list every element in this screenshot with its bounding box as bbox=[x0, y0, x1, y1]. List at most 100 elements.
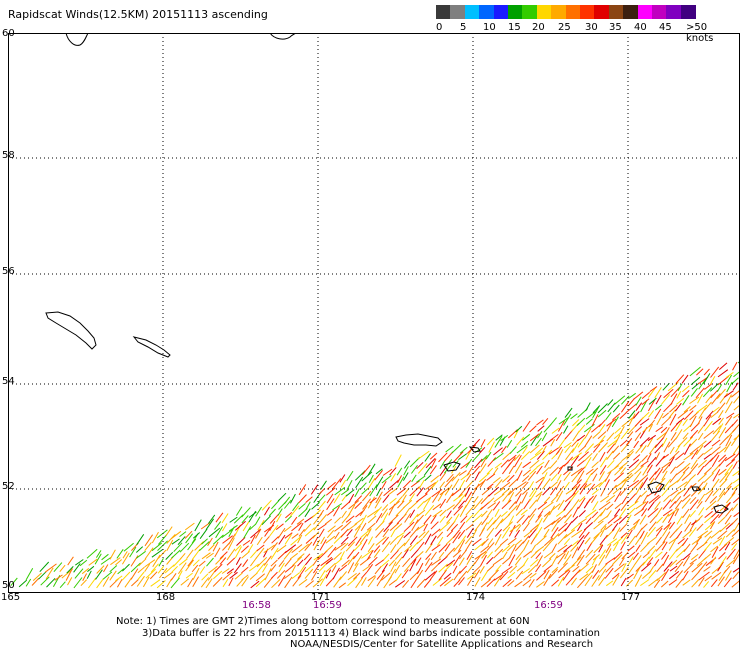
wind-barb bbox=[418, 479, 425, 490]
wind-barb bbox=[278, 559, 285, 568]
wind-barb bbox=[604, 523, 613, 530]
wind-barb bbox=[453, 493, 463, 502]
wind-barb bbox=[523, 572, 533, 581]
wind-barb bbox=[381, 481, 387, 490]
wind-barb bbox=[628, 410, 636, 419]
wind-barb bbox=[605, 544, 612, 553]
wind-barb bbox=[642, 552, 650, 559]
wind-barb bbox=[549, 533, 560, 544]
wind-barb bbox=[178, 558, 188, 566]
wind-barb bbox=[103, 564, 109, 573]
wind-barb bbox=[348, 504, 356, 516]
wind-barb bbox=[703, 553, 712, 560]
wind-barb bbox=[522, 420, 531, 432]
wind-barb bbox=[248, 511, 257, 518]
wind-barb bbox=[318, 509, 325, 518]
lat-label-52: 52 bbox=[2, 481, 15, 492]
wind-barb bbox=[620, 427, 631, 440]
wind-barb bbox=[213, 570, 223, 580]
wind-barb bbox=[684, 443, 691, 455]
wind-barb bbox=[613, 508, 621, 517]
wind-barb bbox=[367, 536, 374, 545]
wind-barb bbox=[648, 397, 657, 405]
wind-barb bbox=[515, 493, 522, 504]
wind-barb bbox=[592, 554, 600, 561]
wind-barb bbox=[486, 509, 493, 518]
wind-barb bbox=[639, 514, 647, 525]
wind-barb bbox=[261, 515, 271, 526]
wind-barb bbox=[291, 544, 303, 553]
wind-barb bbox=[586, 542, 593, 552]
wind-barb bbox=[724, 415, 733, 426]
wind-barb bbox=[704, 490, 714, 503]
wind-barb bbox=[557, 553, 566, 565]
wind-barb bbox=[537, 510, 544, 518]
wind-barb bbox=[473, 498, 484, 510]
wind-barb bbox=[59, 581, 66, 589]
wind-barb bbox=[508, 554, 516, 567]
wind-barb bbox=[653, 579, 661, 588]
wind-barb bbox=[592, 482, 602, 490]
wind-barb bbox=[703, 373, 711, 384]
wind-barb bbox=[712, 488, 720, 497]
wind-barb bbox=[555, 485, 565, 496]
wind-barb bbox=[612, 452, 621, 460]
wind-barb bbox=[333, 552, 342, 560]
wind-barb bbox=[577, 437, 586, 448]
wind-barb bbox=[207, 537, 213, 547]
wind-barb bbox=[654, 387, 662, 399]
wind-barb bbox=[515, 501, 522, 511]
wind-barb bbox=[493, 573, 504, 581]
wind-barb bbox=[640, 477, 649, 489]
wind-barb bbox=[416, 523, 426, 531]
wind-barb bbox=[170, 530, 182, 540]
wind-barb bbox=[38, 571, 47, 580]
wind-barb bbox=[457, 500, 466, 509]
wind-barb bbox=[668, 538, 677, 551]
wind-barb bbox=[564, 429, 574, 440]
wind-barb bbox=[292, 575, 302, 587]
wind-barb bbox=[725, 371, 734, 379]
wind-barb bbox=[576, 460, 585, 467]
wind-barb bbox=[536, 461, 545, 468]
wind-barb bbox=[541, 432, 548, 442]
wind-barb bbox=[137, 566, 145, 574]
wind-barb bbox=[677, 538, 685, 545]
wind-barb bbox=[318, 488, 326, 495]
wind-barb bbox=[290, 505, 300, 517]
wind-barb bbox=[635, 561, 646, 572]
wind-barb bbox=[179, 531, 187, 537]
wind-barb bbox=[548, 446, 560, 455]
wind-barb bbox=[689, 499, 699, 511]
wind-barb bbox=[410, 465, 418, 474]
wind-barb bbox=[627, 545, 635, 552]
wind-barb bbox=[270, 559, 278, 567]
wind-barb bbox=[640, 579, 650, 587]
wind-barb bbox=[276, 513, 282, 523]
wind-barb bbox=[733, 522, 740, 532]
wind-barb bbox=[444, 562, 454, 572]
legend-tick-label: 15 bbox=[508, 22, 521, 33]
wind-barb bbox=[605, 412, 612, 421]
wind-barb bbox=[563, 471, 571, 481]
wind-barb bbox=[39, 561, 50, 573]
wind-barb bbox=[654, 404, 663, 411]
wind-barb bbox=[94, 553, 102, 565]
wind-barb bbox=[717, 561, 724, 572]
wind-barb bbox=[656, 412, 664, 426]
wind-barb bbox=[472, 513, 483, 523]
wind-barb bbox=[689, 496, 697, 505]
coastline bbox=[443, 461, 461, 472]
wind-barb bbox=[242, 521, 250, 532]
wind-barb bbox=[684, 513, 691, 525]
wind-barb bbox=[298, 484, 307, 496]
wind-barb bbox=[719, 472, 729, 483]
wind-barb bbox=[689, 366, 701, 377]
wind-barb bbox=[311, 509, 321, 519]
wind-barb bbox=[481, 551, 488, 559]
wind-barb bbox=[417, 501, 425, 509]
wind-barb bbox=[451, 443, 462, 454]
wind-barb bbox=[598, 471, 605, 481]
wind-barb bbox=[682, 390, 690, 398]
wind-barb bbox=[703, 430, 715, 439]
